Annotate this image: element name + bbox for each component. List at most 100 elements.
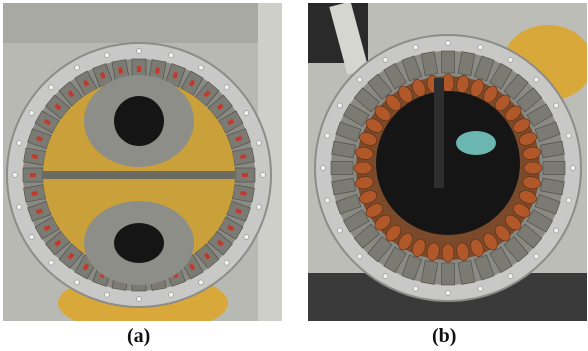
red-marker (43, 118, 51, 126)
copper-coil (494, 224, 511, 242)
copper-coil (365, 118, 384, 133)
bolt (356, 76, 363, 83)
bolt (324, 132, 331, 139)
stator-tooth (331, 140, 356, 159)
copper-coil (412, 238, 426, 257)
copper-coil (483, 232, 498, 251)
copper-coil (522, 176, 541, 190)
bolt (445, 40, 451, 46)
stator-tooth (534, 121, 561, 143)
bolt (533, 76, 540, 83)
copper-coil (518, 190, 537, 204)
stator-tooth (503, 73, 529, 100)
bolt (324, 197, 331, 204)
bolt (223, 259, 230, 266)
red-marker (35, 135, 43, 142)
red-marker (67, 252, 75, 260)
bolt (28, 110, 35, 116)
bolt (320, 165, 326, 171)
stator-tooth (457, 260, 476, 285)
red-marker (43, 224, 51, 232)
bolt (198, 64, 204, 71)
red-marker (82, 263, 90, 271)
stator-tooth (343, 209, 370, 233)
red-marker (54, 239, 62, 247)
stator-tooth (331, 177, 356, 196)
red-marker (227, 224, 235, 232)
red-marker (188, 263, 196, 271)
bolt (570, 165, 576, 171)
stator-tooth (457, 51, 476, 76)
red-marker (172, 71, 179, 79)
stator-tooth (516, 87, 543, 113)
photo-panel-a (3, 3, 282, 321)
stator-photo (308, 3, 587, 321)
bolt (136, 296, 142, 302)
red-marker (242, 173, 248, 177)
red-marker (31, 190, 38, 196)
workbench-slot (3, 3, 282, 43)
stator-tooth (489, 246, 513, 273)
red-marker (203, 90, 211, 98)
panel-b-caption: (b) (432, 325, 457, 347)
ring-bolts (320, 40, 576, 296)
bolt (336, 102, 343, 109)
copper-coil (512, 118, 531, 133)
bolt (168, 292, 174, 298)
copper-coil (504, 214, 522, 231)
hub-lower-bore (114, 223, 164, 263)
bolt (243, 110, 250, 116)
bolt (16, 204, 22, 210)
red-marker (35, 208, 43, 215)
stator-tooth (353, 87, 380, 113)
panel-a-caption: (a) (127, 325, 151, 347)
stator-tooth (441, 262, 455, 286)
bolt (48, 259, 55, 266)
copper-coil (523, 161, 543, 175)
copper-coil (504, 105, 522, 122)
photo-panel-b (308, 3, 587, 321)
red-marker (118, 67, 124, 74)
bolt (412, 44, 419, 51)
bolt (256, 204, 262, 210)
stator-tooth (526, 103, 553, 127)
bolt (223, 84, 230, 91)
red-marker (188, 79, 196, 87)
black-hub-housing (376, 91, 520, 235)
stator-tooth (383, 246, 407, 273)
bolt (553, 102, 560, 109)
stator-tooth (534, 193, 561, 215)
stator-tooth (540, 140, 565, 159)
red-marker (240, 190, 247, 196)
copper-coil (385, 224, 402, 242)
stator-tooth (516, 223, 543, 249)
bolt (445, 290, 451, 296)
bolt (356, 253, 363, 260)
copper-coil (359, 190, 378, 204)
copper-coil (374, 105, 392, 122)
red-marker (203, 252, 211, 260)
copper-coil (518, 132, 537, 146)
bolt (198, 279, 204, 286)
stator-tooth (367, 236, 393, 263)
bolt (533, 253, 540, 260)
bolt (507, 273, 514, 280)
bolt (565, 132, 572, 139)
bolt (74, 279, 80, 286)
stator-tooth (420, 51, 439, 76)
bolt (74, 64, 80, 71)
stator-tooth (335, 193, 362, 215)
bolt (260, 172, 266, 178)
rotor-photo (3, 3, 282, 321)
bolt (243, 234, 250, 240)
copper-coil (512, 203, 531, 218)
bench-bar (329, 3, 369, 75)
stator-tooth (441, 50, 455, 74)
stator-tooth (367, 73, 393, 100)
ring-bolts (12, 48, 266, 302)
bolt (412, 285, 419, 292)
red-marker (154, 67, 160, 74)
bolt (507, 56, 514, 63)
stator-tooth (335, 121, 362, 143)
center-shaft (434, 78, 444, 188)
